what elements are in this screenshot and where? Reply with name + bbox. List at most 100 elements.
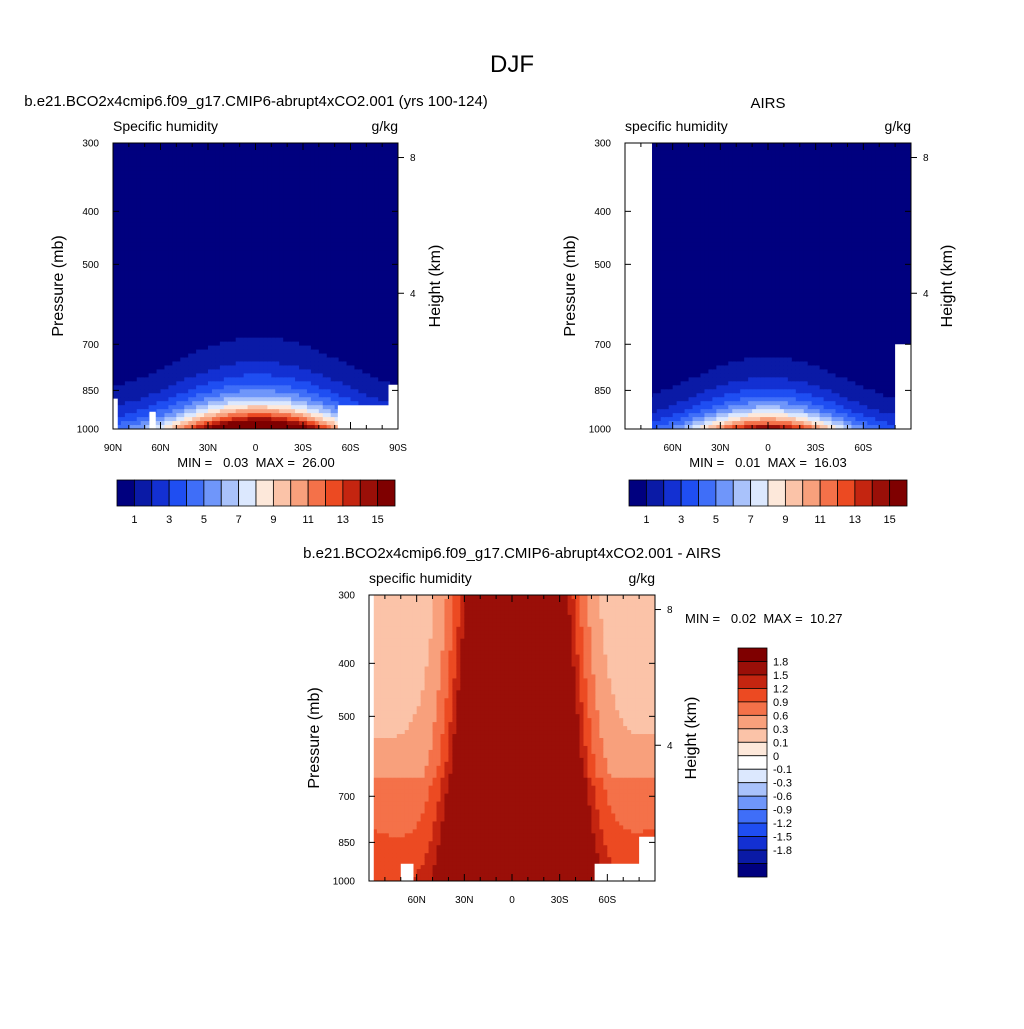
contour-cell [330, 274, 336, 279]
contour-cell [366, 270, 371, 275]
contour-cell [116, 282, 122, 287]
contour-cell [116, 305, 122, 311]
contour-cell [204, 393, 209, 398]
contour-cell [215, 425, 221, 429]
contour-cell [211, 162, 217, 168]
contour-cell [204, 214, 209, 220]
contour-cell [196, 242, 201, 247]
contour-cell [306, 417, 312, 422]
contour-cell [204, 210, 209, 216]
contour-cell [148, 202, 154, 208]
contour-cell [120, 333, 126, 339]
contour-cell [180, 214, 185, 220]
contour-cell [148, 143, 154, 148]
contour-cell [303, 234, 308, 239]
contour-cell [124, 158, 130, 164]
contour-cell [362, 341, 367, 347]
contour-cell [215, 154, 221, 160]
contour-cell [287, 158, 292, 164]
contour-cell [168, 182, 173, 188]
contour-cell [358, 361, 363, 367]
contour-cell [184, 409, 189, 414]
contour-cell [215, 210, 221, 216]
contour-cell [211, 198, 217, 204]
contour-cell [271, 301, 276, 307]
contour-cell [180, 286, 185, 291]
contour-cell [113, 325, 118, 331]
contour-cell [192, 158, 197, 164]
contour-cell [378, 194, 383, 200]
contour-cell [223, 254, 229, 259]
contour-cell [239, 341, 245, 347]
contour-cell [223, 250, 229, 255]
contour-cell [354, 325, 360, 331]
contour-cell [267, 409, 272, 414]
contour-cell [306, 385, 312, 390]
contour-cell [251, 218, 257, 224]
contour-cell [271, 234, 276, 239]
contour-cell [310, 278, 316, 283]
contour-cell [196, 262, 201, 267]
contour-cell [310, 178, 316, 184]
contour-cell [200, 222, 205, 228]
contour-cell [259, 353, 265, 359]
contour-cell [267, 182, 272, 188]
contour-cell [124, 266, 130, 271]
contour-cell [370, 365, 375, 371]
contour-cell [116, 293, 122, 299]
panel-model: b.e21.BCO2x4cmip6.f09_g17.CMIP6-abrupt4x… [24, 93, 488, 526]
contour-cell [338, 258, 344, 263]
contour-cell [231, 405, 237, 410]
contour-cell [231, 321, 237, 327]
contour-cell [275, 305, 280, 311]
contour-cell [386, 170, 391, 176]
contour-cell [124, 198, 130, 204]
contour-cell [255, 381, 261, 386]
contour-cell [374, 369, 379, 374]
contour-cell [322, 333, 328, 339]
contour-cell [239, 194, 245, 200]
contour-cell [366, 309, 371, 315]
contour-cell [318, 270, 324, 275]
contour-cell [326, 262, 332, 267]
contour-cell [279, 182, 284, 188]
contour-cell [211, 341, 217, 347]
contour-cell [223, 286, 229, 291]
contour-cell [251, 397, 257, 402]
contour-cell [239, 377, 245, 382]
contour-cell [239, 198, 245, 204]
contour-cell [303, 202, 308, 208]
contour-cell [160, 377, 166, 382]
contour-cell [382, 162, 387, 168]
contour-cell [156, 238, 162, 243]
contour-cell [354, 357, 360, 363]
contour-cell [310, 385, 316, 390]
contour-cell [172, 369, 177, 374]
contour-cell [196, 250, 201, 255]
contour-cell [196, 417, 201, 422]
contour-cell [196, 270, 201, 275]
contour-cell [263, 194, 268, 200]
contour-cell [314, 158, 320, 164]
contour-cell [136, 162, 142, 168]
contour-cell [116, 397, 122, 402]
contour-cell [299, 202, 304, 208]
contour-cell [120, 353, 126, 359]
contour-cell [247, 321, 253, 327]
contour-cell [346, 361, 352, 367]
contour-cell [223, 373, 229, 378]
contour-cell [299, 226, 304, 231]
contour-cell [251, 309, 257, 315]
contour-cell [247, 154, 253, 160]
contour-cell [172, 158, 177, 164]
contour-cell [275, 345, 280, 351]
contour-cell [271, 158, 276, 164]
contour-cell [326, 317, 332, 323]
contour-cell [184, 182, 189, 188]
contour-cell [192, 214, 197, 220]
contour-cell [192, 409, 197, 414]
contour-cell [243, 266, 249, 271]
contour-cell [164, 162, 170, 168]
contour-cell [334, 289, 340, 295]
contour-cell [295, 397, 300, 402]
